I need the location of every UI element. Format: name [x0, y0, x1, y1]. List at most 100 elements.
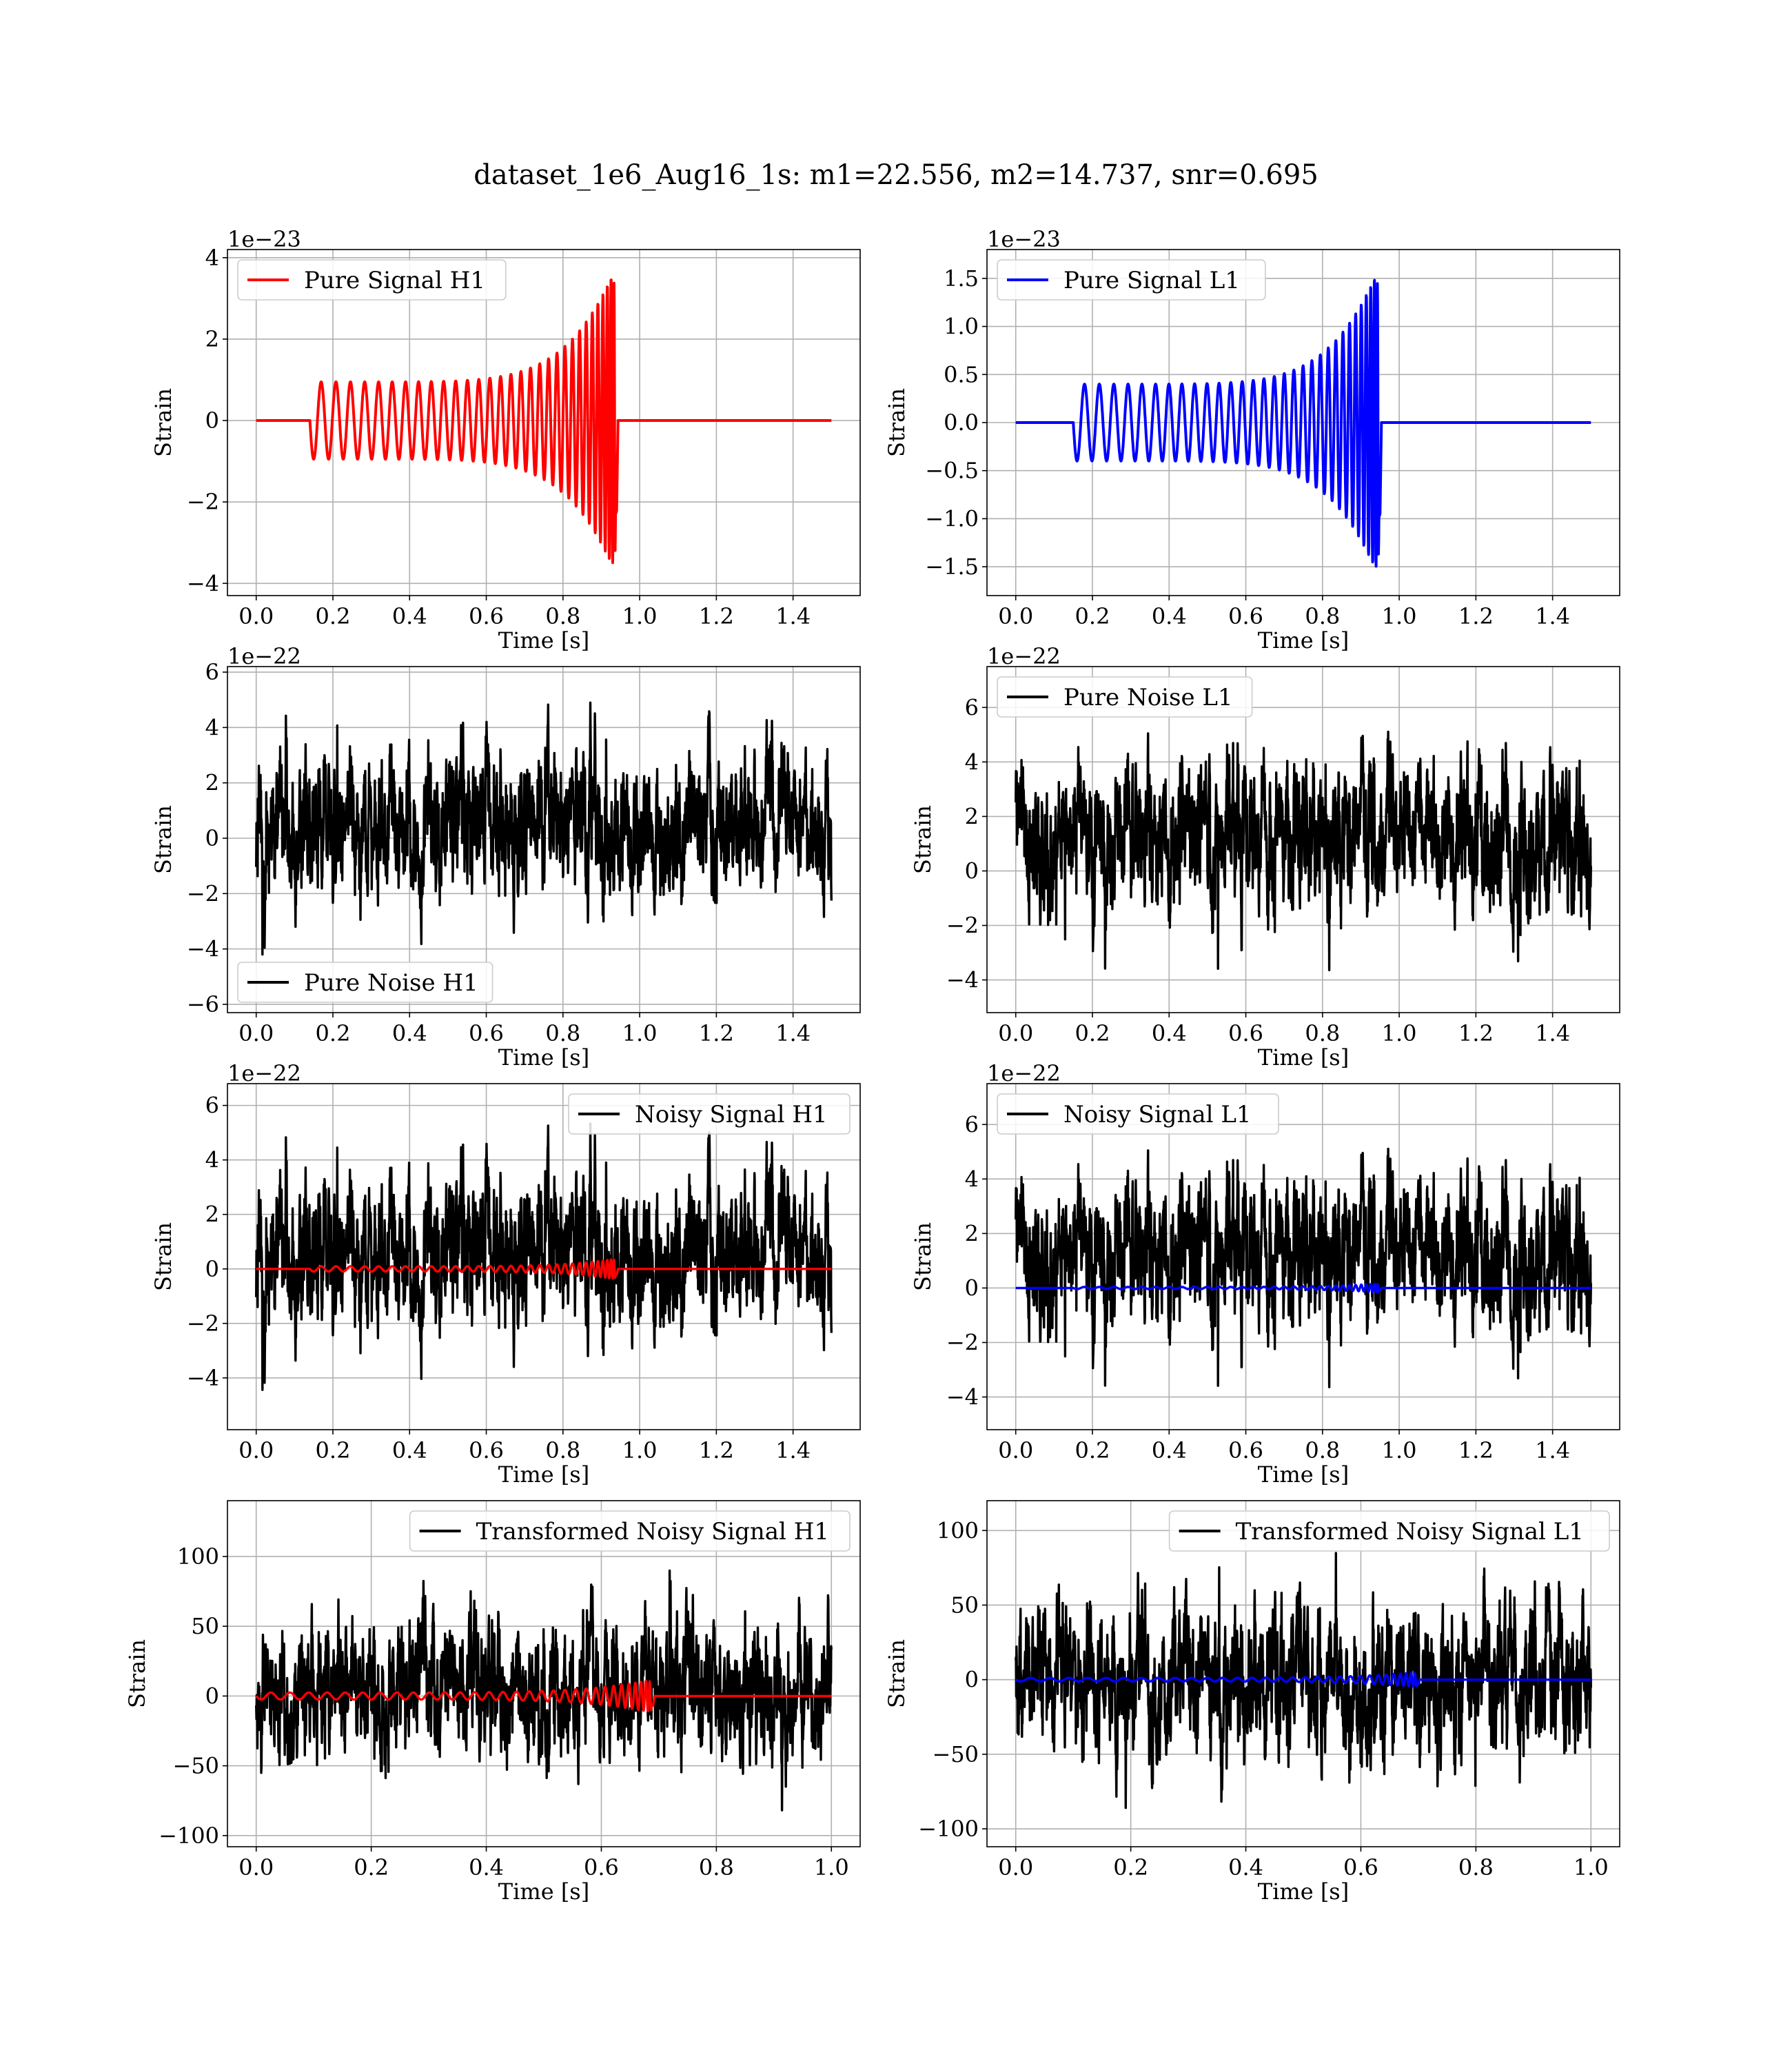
x-tick-label: 0.0 — [238, 1020, 274, 1046]
plot-area — [255, 701, 833, 956]
x-axis-label: Time [s] — [1258, 627, 1349, 653]
signal-line-noisy-signal-h1-1 — [256, 1258, 832, 1280]
x-tick-label: 1.4 — [1535, 1020, 1570, 1046]
y-tick-label: 6 — [205, 1093, 219, 1119]
axis-offset-label: 1e−22 — [227, 643, 301, 669]
subplot-grid: 0.0 0.2 0.4 0.6 0.8 1.0 1.2 1.4 −4 −2 0 2 4 Time [s] S… — [124, 226, 1620, 1905]
y-tick-label: −6 — [187, 991, 219, 1017]
y-tick-label: 0 — [205, 825, 219, 851]
y-tick-label: −4 — [187, 936, 219, 962]
x-tick-label: 1.0 — [622, 603, 658, 629]
transformed-noisy-signal-l1-axes: 0.0 0.2 0.4 0.6 0.8 1.0 −100 −50 0 50 100 Time [s] S… — [884, 1500, 1620, 1905]
y-axis-label: Strain — [884, 388, 910, 457]
pure-noise-h1-axes: 0.0 0.2 0.4 0.6 0.8 1.0 1.2 1.4 −6 −4 −2 0 2 4 6 Time [… — [150, 643, 861, 1071]
legend-label: Transformed Noisy Signal L1 — [1236, 1518, 1584, 1545]
x-tick-label: 0.8 — [699, 1854, 734, 1881]
x-tick-label: 0.6 — [1343, 1854, 1378, 1881]
y-tick-label: −4 — [187, 570, 219, 596]
x-tick-label: 0.0 — [998, 1437, 1033, 1463]
x-tick-label: 0.2 — [316, 1437, 351, 1463]
y-tick-label: 6 — [965, 694, 979, 720]
y-tick-label: −1.5 — [925, 554, 979, 580]
legend-label: Noisy Signal H1 — [635, 1101, 828, 1128]
y-tick-label: 2 — [205, 770, 219, 796]
noise-line-transformed-noisy-signal-l1-0 — [1015, 1552, 1592, 1810]
signal-line-transformed-noisy-signal-l1-1 — [1015, 1672, 1591, 1688]
x-tick-label: 0.4 — [1152, 1020, 1187, 1046]
y-tick-label: 0 — [965, 858, 979, 884]
signal-line-transformed-noisy-signal-h1-1 — [255, 1680, 832, 1712]
x-axis-label: Time [s] — [498, 627, 589, 653]
plot-area — [1015, 1147, 1592, 1388]
x-tick-label: 0.6 — [469, 603, 504, 629]
x-tick-label: 0.6 — [469, 1020, 504, 1046]
x-tick-label: 1.0 — [814, 1854, 849, 1881]
y-tick-label: −4 — [946, 1384, 979, 1410]
y-tick-label: 2 — [965, 1220, 979, 1246]
y-tick-label: −2 — [946, 1330, 979, 1356]
noise-line-noisy-signal-h1-0 — [255, 1122, 833, 1391]
y-axis-label: Strain — [910, 805, 936, 874]
x-tick-label: 1.2 — [699, 1437, 734, 1463]
legend: Noisy Signal L1 — [997, 1093, 1279, 1135]
x-tick-label: 0.4 — [1152, 603, 1187, 629]
y-tick-label: −2 — [187, 1310, 219, 1337]
x-tick-label: 0.8 — [545, 603, 580, 629]
noisy-signal-l1-axes: 0.0 0.2 0.4 0.6 0.8 1.0 1.2 1.4 −4 −2 0 2 4 6 Time [s]… — [910, 1060, 1620, 1488]
signal-line-pure-signal-h1-0 — [256, 278, 832, 565]
y-tick-label: 0.5 — [944, 361, 979, 387]
y-tick-label: −2 — [187, 880, 219, 906]
x-tick-label: 1.4 — [1535, 1437, 1570, 1463]
x-tick-label: 0.2 — [1075, 603, 1110, 629]
y-tick-label: 4 — [965, 1166, 979, 1192]
axis-offset-label: 1e−22 — [987, 643, 1061, 669]
x-tick-label: 1.0 — [1382, 603, 1417, 629]
legend-box — [237, 259, 507, 301]
pure-signal-h1-axes: 0.0 0.2 0.4 0.6 0.8 1.0 1.2 1.4 −4 −2 0 2 4 Time [s] S… — [150, 226, 861, 653]
x-tick-label: 0.8 — [545, 1020, 580, 1046]
x-tick-label: 0.4 — [469, 1854, 504, 1881]
legend-box — [997, 676, 1253, 718]
pure-signal-l1-axes: 0.0 0.2 0.4 0.6 0.8 1.0 1.2 1.4 −1.5 −1.0 −0.5 0.0 0… — [884, 226, 1620, 653]
x-axis-label: Time [s] — [498, 1461, 589, 1488]
y-tick-label: 0 — [965, 1275, 979, 1301]
y-axis-label: Strain — [124, 1639, 150, 1708]
axes-frame — [986, 1083, 1620, 1430]
x-tick-label: 0.0 — [998, 603, 1033, 629]
noise-line-noisy-signal-l1-0 — [1015, 1147, 1592, 1388]
x-tick-label: 0.8 — [545, 1437, 580, 1463]
x-tick-label: 1.2 — [699, 603, 734, 629]
x-tick-label: 0.6 — [1228, 603, 1263, 629]
noise-line-transformed-noisy-signal-h1-0 — [255, 1569, 833, 1812]
y-tick-label: 4 — [205, 245, 219, 271]
legend: Transformed Noisy Signal L1 — [1168, 1510, 1610, 1552]
x-tick-label: 0.2 — [316, 1020, 351, 1046]
x-tick-label: 1.4 — [1535, 603, 1570, 629]
grid-lines — [987, 1084, 1620, 1430]
y-tick-label: 2 — [205, 1202, 219, 1228]
x-tick-label: 1.2 — [699, 1020, 734, 1046]
x-tick-label: 0.0 — [238, 1437, 274, 1463]
y-tick-label: 100 — [937, 1517, 979, 1543]
y-tick-label: 0 — [205, 1256, 219, 1282]
axes-frame — [227, 1083, 861, 1430]
plot-area — [255, 1569, 833, 1812]
x-tick-label: 0.2 — [316, 603, 351, 629]
legend-label: Pure Noise H1 — [304, 969, 478, 997]
y-tick-label: 6 — [205, 659, 219, 685]
axis-offset-label: 1e−23 — [227, 226, 301, 252]
legend-box — [997, 259, 1266, 301]
y-tick-label: 0 — [205, 1683, 219, 1709]
plot-area — [256, 278, 832, 565]
x-tick-label: 0.0 — [998, 1020, 1033, 1046]
axes-frame — [227, 249, 861, 596]
x-tick-label: 0.4 — [392, 1437, 427, 1463]
figure-title: dataset_1e6_Aug16_1s: m1=22.556, m2=14.7… — [474, 159, 1318, 191]
x-tick-label: 0.6 — [469, 1437, 504, 1463]
axis-offset-label: 1e−23 — [987, 226, 1061, 252]
noise-line-pure-noise-l1-0 — [1015, 730, 1592, 971]
y-axis-label: Strain — [150, 1222, 176, 1291]
legend: Noisy Signal H1 — [568, 1093, 851, 1135]
legend: Pure Signal L1 — [997, 259, 1266, 301]
x-tick-label: 1.2 — [1458, 1437, 1494, 1463]
